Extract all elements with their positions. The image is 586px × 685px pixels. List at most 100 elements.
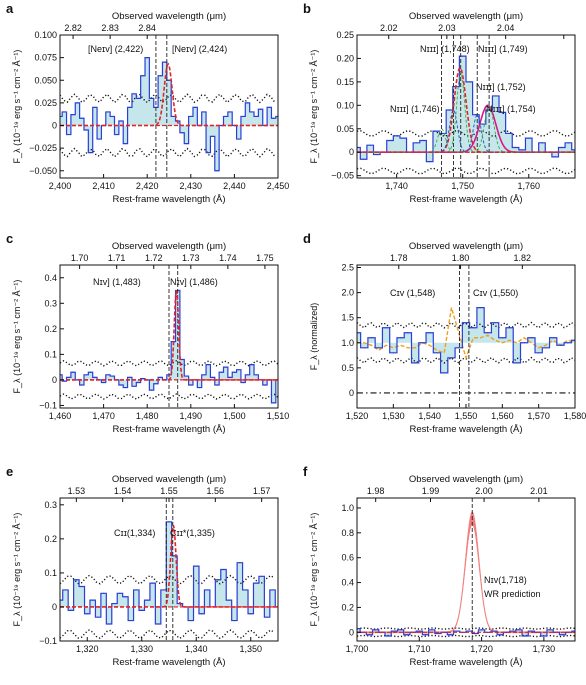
data-point [524,635,526,637]
data-point [212,376,214,378]
data-fill-area [357,307,575,373]
data-point [273,117,275,119]
data-point [376,153,378,156]
data-point [456,630,458,632]
line-annotation: Nɪɪɪ] (1,749) [478,44,528,54]
data-point [190,384,192,386]
y-tick-label: 0.5 [341,363,354,373]
data-point [194,106,196,109]
x-tick-label: 1,710 [408,644,431,654]
line-annotation: Nɪᴠ] (1,486) [170,277,218,287]
data-point [468,630,470,632]
data-point [159,75,161,77]
y-axis-label: F_λ (10⁻¹⁹ erg s⁻¹ cm⁻² Å⁻¹) [12,280,22,394]
data-point [363,158,365,160]
x-tick-label: 1,750 [451,181,474,191]
x-tick-label: 1,530 [382,411,405,421]
data-point [152,582,154,584]
data-point [228,599,230,601]
data-point [92,599,94,601]
panel-frame [356,34,576,179]
data-point [146,57,148,59]
x-tick-label: 1,550 [455,411,478,421]
data-point [133,93,135,95]
top-axis-label: Observed wavelength (μm) [112,241,226,252]
data-point [124,143,126,145]
data-point [107,111,109,113]
x-tick-label: 1,340 [185,644,208,654]
data-point [137,381,140,384]
data-point [220,371,222,373]
data-point [375,629,377,631]
data-point [150,97,153,99]
data-point [130,619,132,622]
y-tick-label: 2.5 [341,263,354,273]
data-point [493,630,495,632]
data-point [567,142,569,144]
x-axis-label: Rest-frame wavelength (Å) [113,657,226,668]
top-tick-label: 1.55 [160,486,178,496]
x-tick-label: 1,350 [239,644,262,654]
line-annotation: Cɪᴠ (1,548) [390,288,435,298]
data-point [462,55,464,57]
data-point [400,629,402,631]
data-point [514,146,517,149]
data-point [162,589,165,591]
panel-e: 1,320 1,330 1,340 1,350 1.53 1.54 1.55 1.56 1.57… [6,464,279,668]
line-annotation: WR prediction [484,589,541,599]
x-tick-label: 1,540 [418,411,441,421]
data-point [368,634,371,636]
top-tick-label: 1.53 [68,486,86,496]
top-tick-label: 1.73 [182,253,200,263]
noise-upper [60,574,275,585]
data-point [385,327,387,329]
data-point [120,384,122,386]
data-point [212,135,214,137]
data-point [216,384,218,386]
data-point [443,372,445,374]
data-point [499,634,501,636]
data-point [135,589,137,591]
y-tick-label: −0.1 [39,636,57,646]
panel-label: b [303,1,311,16]
top-tick-label: 2.83 [101,23,119,33]
x-tick-label: 1,460 [49,411,72,421]
y-tick-label: 0.15 [336,77,354,87]
data-point [168,79,170,81]
data-point [242,381,244,384]
x-tick-label: 1,730 [533,644,556,654]
wr-prediction-band [357,511,575,634]
line-annotation: Cɪɪ(1,334) [114,528,155,538]
data-point [481,123,484,125]
x-tick-label: 2,440 [223,181,246,191]
top-tick-label: 1.70 [71,253,89,263]
panel-c: 1,460 1,470 1,480 1,490 1,500 1,510 1.70 1.71 1.… [6,231,289,435]
data-point [429,160,431,163]
x-tick-label: 2,420 [136,181,159,191]
data-point [181,132,183,134]
panel-b: 1,740 1,750 1,760 2.02 2.03 2.04 −0.05 0 0.05 0.1… [303,1,576,205]
data-point [541,142,543,144]
x-tick-label: 1,570 [527,411,550,421]
x-tick-label: 1,500 [223,411,246,421]
top-tick-label: 1.72 [145,253,163,263]
x-axis-label: Rest-frame wavelength (Å) [113,194,226,205]
data-point [85,129,87,131]
data-point [472,327,474,329]
top-axis-label: Observed wavelength (μm) [409,11,523,22]
data-point [501,337,503,339]
data-point [501,111,503,113]
top-axis-label: Observed wavelength (μm) [409,474,523,485]
data-point [97,616,99,618]
panel-label: f [303,464,308,479]
data-point [509,327,511,329]
data-point [523,342,525,344]
data-point [81,384,83,386]
line-annotation: Cɪɪ*(1,335) [170,528,215,538]
panel-frame [59,264,279,409]
noise-lower [357,167,575,175]
x-tick-label: 1,700 [346,644,369,654]
x-tick-label: 2,400 [49,181,72,191]
data-point [561,146,563,149]
line-annotation: Nɪᴠ] (1,483) [93,277,141,287]
